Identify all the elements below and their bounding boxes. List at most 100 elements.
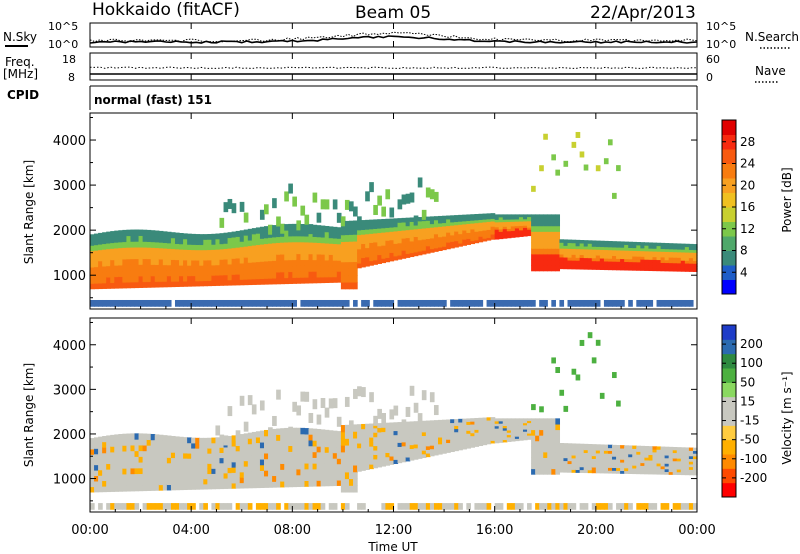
heatmap-cell (235, 430, 241, 441)
heatmap-cell (308, 265, 314, 272)
heatmap-cell (365, 455, 370, 461)
heatmap-cell (304, 451, 310, 458)
heatmap-cell (365, 224, 370, 230)
heatmap-cell (583, 257, 589, 261)
heatmap-cell (571, 446, 577, 450)
heatmap-cell (369, 246, 374, 253)
heatmap-cell (316, 451, 322, 459)
heatmap-cell (490, 440, 496, 444)
heatmap-cell (640, 465, 645, 469)
heatmap-cell (486, 226, 492, 230)
heatmap-cell (413, 299, 419, 307)
heatmap-cell (170, 503, 176, 510)
heatmap-cell (243, 503, 249, 510)
heatmap-cell (170, 275, 176, 282)
heatmap-cell (162, 259, 168, 266)
heatmap-cell (377, 436, 382, 442)
heatmap-cell (357, 262, 362, 269)
heatmap-cell (579, 299, 585, 307)
heatmap-cell (425, 231, 431, 236)
heatmap-cell (551, 503, 556, 510)
heatmap-cell (130, 473, 136, 480)
heatmap-cell (454, 227, 459, 232)
heatmap-cell (575, 254, 581, 258)
heatmap-cell (312, 451, 318, 458)
heatmap-cell (174, 484, 180, 491)
heatmap-cell (583, 469, 589, 474)
heatmap-cell (425, 223, 431, 229)
heatmap-cell (251, 459, 257, 466)
heatmap-cell (612, 299, 617, 307)
heatmap-cell (251, 239, 257, 246)
heatmap-cell (292, 259, 297, 267)
heatmap-cell (603, 455, 609, 460)
heatmap-cell (106, 469, 111, 476)
heatmap-cell (251, 228, 257, 235)
heatmap-cell (114, 247, 119, 255)
heatmap-cell (664, 454, 670, 459)
heatmap-cell (644, 250, 650, 255)
heatmap-cell (268, 266, 273, 273)
heatmap-cell (656, 245, 662, 249)
heatmap-cell (284, 474, 289, 482)
heatmap-cell (324, 407, 330, 418)
heatmap-cell (478, 233, 484, 237)
heatmap-cell (118, 439, 123, 447)
heatmap-cell (118, 451, 123, 458)
heatmap-cell (170, 248, 176, 255)
heatmap-cell (255, 267, 261, 274)
heatmap-cell (98, 447, 103, 454)
heatmap-cell (644, 245, 650, 249)
heatmap-cell (203, 270, 208, 276)
heatmap-cell (676, 268, 682, 272)
heatmap-cell (450, 444, 455, 449)
heatmap-cell (179, 243, 184, 250)
heatmap-cell (353, 220, 358, 228)
heatmap-cell (636, 261, 641, 266)
heatmap-cell (632, 445, 637, 449)
heatmap-cell (620, 266, 625, 271)
heatmap-cell (255, 481, 261, 489)
heatmap-cell (664, 460, 670, 464)
heatmap-cell (348, 438, 354, 446)
heatmap-cell (211, 275, 217, 281)
heatmap-cell (543, 259, 548, 266)
heatmap-cell (336, 447, 342, 454)
heatmap-cell (547, 220, 552, 227)
heatmap-cell (276, 299, 281, 307)
heatmap-cell (312, 503, 318, 510)
heatmap-cell (506, 422, 512, 426)
heatmap-cell (688, 246, 694, 250)
heatmap-cell (652, 457, 658, 461)
heatmap-cell (138, 264, 144, 271)
heatmap-cell (332, 243, 338, 250)
heatmap-cell (316, 457, 322, 464)
heatmap-cell (433, 451, 439, 456)
heatmap-cell (98, 255, 103, 262)
heatmap-cell (146, 450, 152, 457)
noise-tick-left-bottom: 10^0 (48, 38, 78, 51)
heatmap-cell (300, 457, 306, 464)
heatmap-cell (567, 262, 573, 267)
heatmap-cell (668, 466, 674, 470)
heatmap-cell (612, 249, 617, 254)
heatmap-cell (620, 249, 625, 254)
heatmap-cell (547, 429, 552, 436)
heatmap-cell (478, 213, 484, 218)
heatmap-cell (656, 259, 662, 263)
heatmap-cell (405, 233, 411, 239)
heatmap-cell (490, 435, 496, 439)
heatmap-cell (98, 458, 103, 465)
heatmap-cell (567, 460, 573, 465)
heatmap-cell (616, 503, 621, 510)
heatmap-cell (470, 220, 476, 224)
heatmap-cell (122, 229, 128, 237)
heatmap-cell (183, 458, 188, 464)
heatmap-cell (518, 424, 524, 428)
heatmap-cell (425, 220, 431, 225)
heatmap-cell (292, 480, 297, 488)
heatmap-cell (474, 420, 480, 425)
heatmap-cell (672, 259, 678, 264)
heatmap-cell (219, 248, 225, 255)
heatmap-cell (292, 439, 297, 446)
